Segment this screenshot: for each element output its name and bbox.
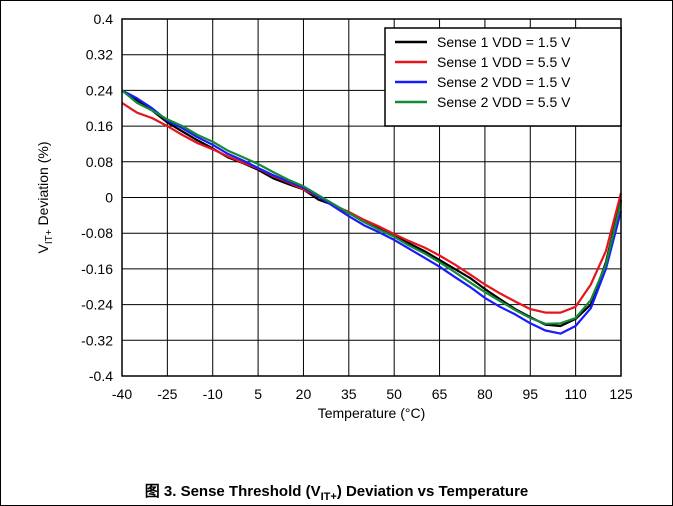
- x-axis-label: Temperature (°C): [318, 405, 426, 421]
- y-axis-label-main: V: [35, 244, 51, 254]
- y-tick-label: 0.08: [86, 154, 113, 170]
- legend-label: Sense 1 VDD = 5.5 V: [437, 54, 571, 70]
- x-tick-label: 110: [564, 386, 587, 402]
- x-tick-label: 5: [254, 386, 262, 402]
- y-axis-label-sub: IT+: [44, 229, 55, 244]
- x-tick-label: -40: [112, 386, 132, 402]
- x-tick-label: 65: [432, 386, 448, 402]
- y-tick-label: 0.4: [94, 11, 114, 27]
- y-axis-label-rest: Deviation (%): [35, 142, 51, 230]
- y-tick-label: -0.4: [89, 368, 113, 384]
- y-tick-label: 0.24: [86, 82, 113, 98]
- x-tick-label: 50: [386, 386, 402, 402]
- y-tick-label: -0.08: [81, 225, 113, 241]
- chart-legend: Sense 1 VDD = 1.5 V Sense 1 VDD = 5.5 V Se…: [384, 27, 622, 127]
- caption-sub: IT+: [320, 491, 337, 503]
- x-axis-ticks: -40 -25 -10 5 20 35 50 65 80 95 110 125: [112, 386, 633, 402]
- chart-series-lines: [121, 89, 623, 335]
- x-tick-label: 95: [522, 386, 538, 402]
- legend-label: Sense 2 VDD = 5.5 V: [437, 94, 571, 110]
- x-tick-label: 20: [296, 386, 312, 402]
- y-tick-label: -0.16: [81, 261, 113, 277]
- y-tick-label: -0.24: [81, 297, 113, 313]
- legend-label: Sense 1 VDD = 1.5 V: [437, 34, 571, 50]
- y-tick-label: -0.32: [81, 332, 113, 348]
- y-axis-label: VIT+ Deviation (%): [35, 142, 55, 254]
- x-tick-label: -25: [157, 386, 177, 402]
- x-tick-label: -10: [203, 386, 223, 402]
- series-line-2: [121, 101, 623, 314]
- figure-caption: 图 3. Sense Threshold (VIT+) Deviation vs…: [0, 483, 673, 506]
- x-tick-label: 35: [341, 386, 357, 402]
- plot-area-border: [121, 18, 622, 377]
- y-tick-label: 0.16: [86, 118, 113, 134]
- caption-prefix: 图 3. Sense Threshold (V: [144, 483, 321, 500]
- y-tick-label: 0: [105, 190, 113, 206]
- y-axis-ticks: 0.4 0.32 0.24 0.16 0.08 0 -0.08 -0.16 -0.24 -0.32…: [81, 11, 113, 384]
- x-tick-label: 125: [609, 386, 633, 402]
- legend-label: Sense 2 VDD = 1.5 V: [437, 74, 571, 90]
- series-line-4: [121, 89, 623, 325]
- legend-box: [384, 27, 622, 127]
- y-tick-label: 0.32: [86, 47, 113, 63]
- caption-suffix: ) Deviation vs Temperature: [336, 483, 529, 500]
- x-tick-label: 80: [477, 386, 493, 402]
- series-line-3: [121, 89, 623, 335]
